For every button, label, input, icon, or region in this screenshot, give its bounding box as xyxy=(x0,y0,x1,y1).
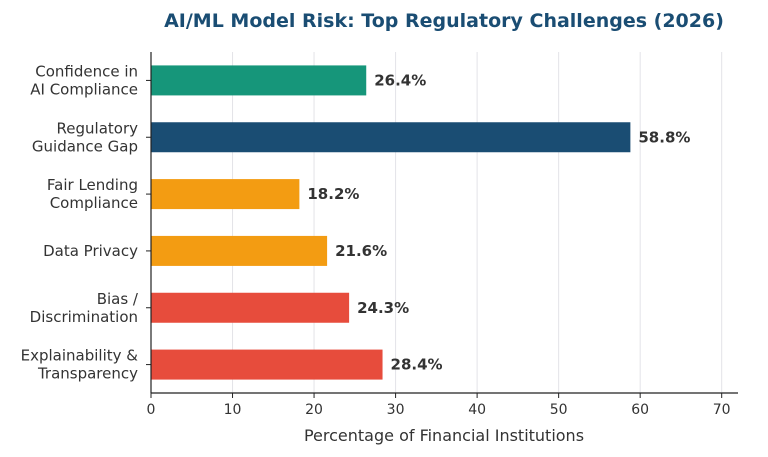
category-label-4: Bias / Discrimination xyxy=(30,290,139,326)
x-tick-label-20: 20 xyxy=(305,402,323,418)
x-tick-label-40: 40 xyxy=(468,402,486,418)
category-label-2: Fair Lending Compliance xyxy=(47,176,138,212)
x-axis-label: Percentage of Financial Institutions xyxy=(304,426,584,445)
axes-layer xyxy=(146,52,738,398)
bar-5 xyxy=(151,349,383,380)
value-label-3: 21.6% xyxy=(335,242,387,260)
x-tick-label-30: 30 xyxy=(387,402,405,418)
bar-4 xyxy=(151,292,350,323)
bar-3 xyxy=(151,235,328,266)
value-label-4: 24.3% xyxy=(357,299,409,317)
bar-0 xyxy=(151,65,367,96)
category-label-5: Explainability & Transparency xyxy=(21,347,139,383)
bars-layer xyxy=(151,65,631,380)
x-tick-label-60: 60 xyxy=(631,402,649,418)
chart-title: AI/ML Model Risk: Top Regulatory Challen… xyxy=(164,10,724,32)
x-tick-label-0: 0 xyxy=(147,402,156,418)
value-label-2: 18.2% xyxy=(307,185,359,203)
category-label-1: Regulatory Guidance Gap xyxy=(32,119,138,155)
category-label-3: Data Privacy xyxy=(43,242,138,260)
labels-layer: 0 10 20 30 40 50 60 70 Confidence in AI Complianc… xyxy=(21,62,731,418)
bar-1 xyxy=(151,122,631,153)
x-tick-label-70: 70 xyxy=(713,402,731,418)
value-label-0: 26.4% xyxy=(374,71,426,89)
x-tick-label-10: 10 xyxy=(224,402,242,418)
bar-2 xyxy=(151,179,300,210)
value-label-5: 28.4% xyxy=(391,356,443,374)
x-tick-label-50: 50 xyxy=(550,402,568,418)
category-label-0: Confidence in AI Compliance xyxy=(30,62,138,98)
grid-layer xyxy=(232,52,723,393)
value-label-1: 58.8% xyxy=(638,128,690,146)
